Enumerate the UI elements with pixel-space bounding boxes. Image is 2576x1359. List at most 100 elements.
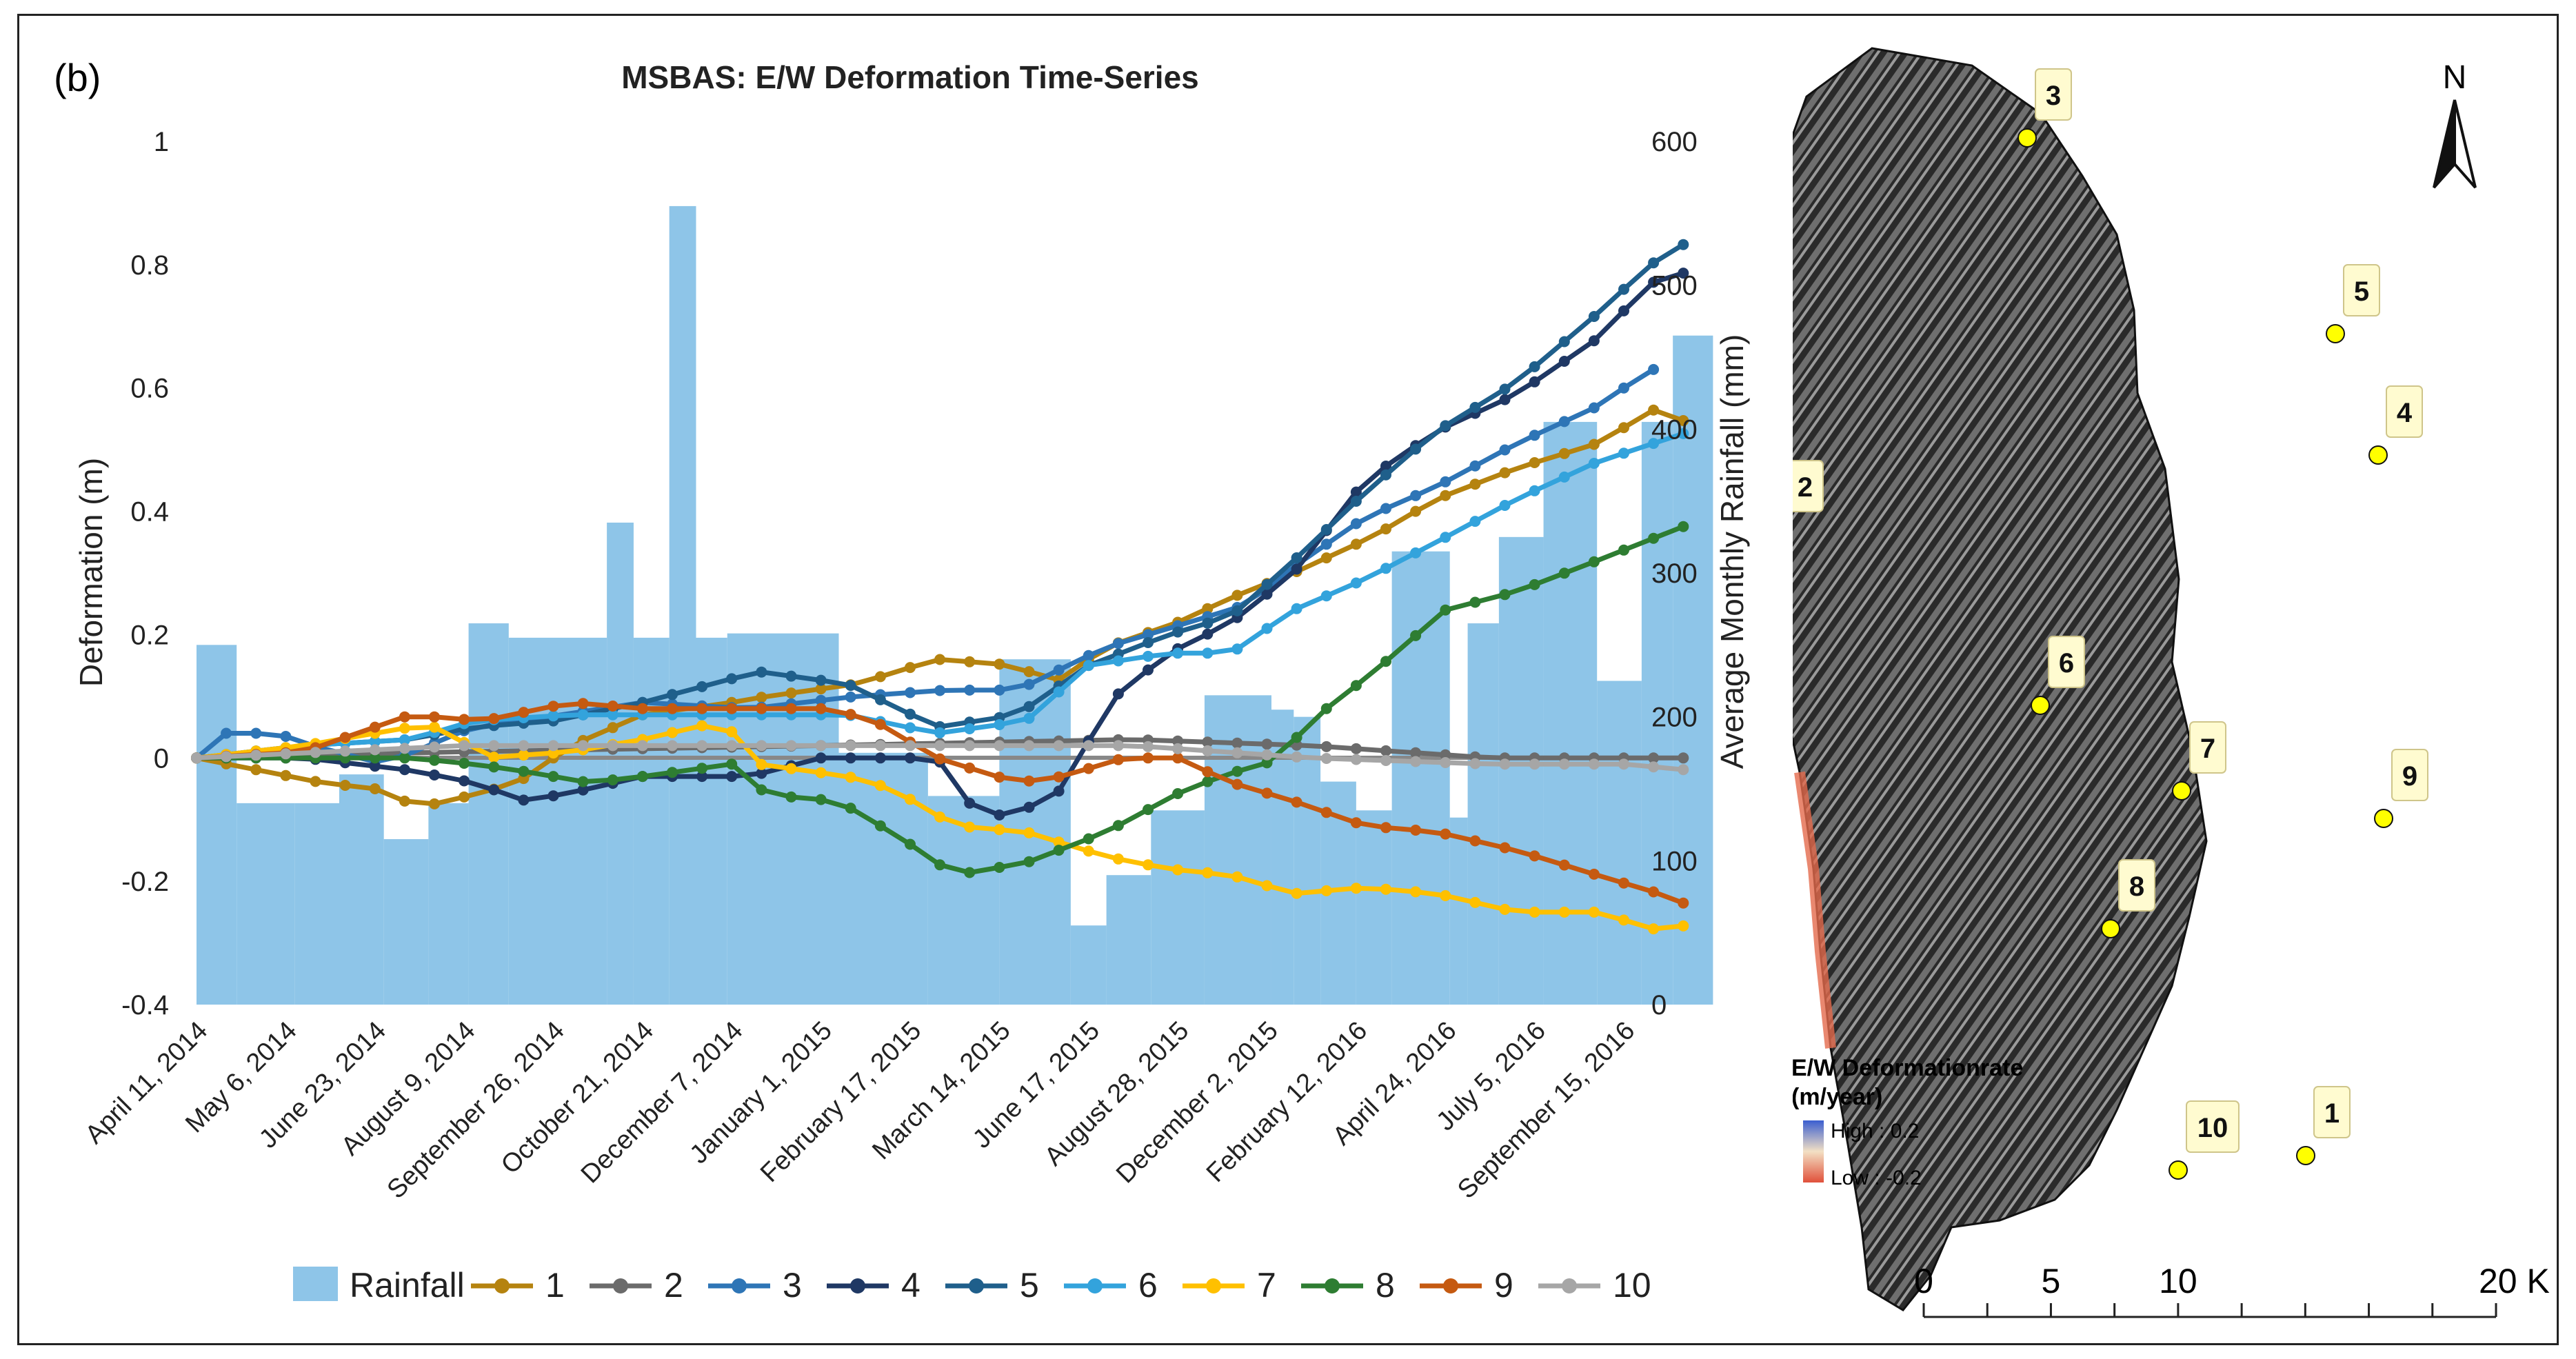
series-point <box>815 703 827 714</box>
rainfall-bar <box>1070 925 1107 1005</box>
series-point <box>905 740 916 752</box>
y-tick-label: -0.2 <box>121 867 169 897</box>
site-label-box <box>2035 68 2072 121</box>
map-site-1: 1 <box>2296 1086 2351 1165</box>
north-label: N <box>2443 59 2467 96</box>
site-label-box <box>2048 636 2085 688</box>
legend-swatch-dot <box>850 1278 865 1293</box>
series-point <box>1320 703 1332 714</box>
series-point <box>667 727 678 738</box>
series-point <box>1678 427 1689 439</box>
series-point <box>726 703 738 714</box>
y-tick-label: 0.4 <box>130 497 169 527</box>
series-point <box>1350 817 1362 829</box>
series-point <box>1261 880 1273 892</box>
series-point <box>1380 883 1391 895</box>
series-point <box>488 740 500 752</box>
rainfall-bar <box>633 637 670 1005</box>
series-point <box>1350 754 1362 765</box>
scale-bar-label: 0 <box>1914 1262 1933 1300</box>
series-point <box>1588 868 1600 880</box>
series-point <box>1380 523 1391 535</box>
series-point <box>1678 897 1689 909</box>
site-label: 7 <box>2200 734 2215 764</box>
series-point <box>964 867 976 878</box>
series-point <box>1112 655 1124 667</box>
series-point <box>1143 804 1154 816</box>
series-point <box>964 821 976 833</box>
island-relief <box>1793 47 2208 1311</box>
series-point <box>1529 906 1540 918</box>
site-label-box <box>2391 749 2428 801</box>
legend-label: 10 <box>1613 1266 1651 1305</box>
series-point <box>1469 460 1481 472</box>
rainfall-bar <box>237 803 295 1005</box>
scale-bar: 0 5 10 20 Km <box>1914 1262 2551 1318</box>
chart-title: MSBAS: E/W Deformation Time-Series <box>621 59 1199 95</box>
series-point <box>1291 563 1302 575</box>
series-point <box>756 666 767 678</box>
series-point <box>1678 239 1689 250</box>
series-point <box>1143 650 1154 662</box>
series-point <box>1648 752 1660 764</box>
scale-bar-label: 5 <box>2042 1262 2061 1300</box>
x-tick-label: October 21, 2014 <box>496 1016 659 1180</box>
series-point <box>1380 656 1391 667</box>
series-point <box>1202 603 1214 614</box>
series-point <box>1588 458 1600 469</box>
series-point <box>1558 336 1570 348</box>
site-label-box <box>2118 859 2155 912</box>
legend-swatch-rainfall <box>293 1267 338 1301</box>
series-point <box>1499 758 1511 770</box>
series-point <box>547 710 559 722</box>
series-point <box>429 754 440 766</box>
series-point <box>1083 763 1094 774</box>
series-point <box>905 662 916 674</box>
series-point <box>756 784 767 796</box>
series-point <box>1529 376 1540 387</box>
series-point <box>1380 822 1391 834</box>
series-point <box>1529 850 1540 862</box>
figure-frame <box>17 14 2559 1345</box>
series-point <box>369 752 381 764</box>
series-point <box>1320 753 1332 764</box>
site-label-box <box>1793 460 1824 512</box>
series-point <box>1410 443 1422 455</box>
y2-axis-ticks: 600 500 400 300 200 100 0 <box>1651 127 1698 1020</box>
series-point <box>696 763 708 774</box>
series-point <box>1112 820 1124 832</box>
series-point <box>399 723 410 734</box>
series-point <box>1588 335 1600 347</box>
series-point <box>1023 701 1035 712</box>
series-point <box>310 747 321 758</box>
legend-swatch-dot <box>1325 1278 1340 1293</box>
series-point <box>1231 778 1243 790</box>
series-point <box>905 752 916 764</box>
rainfall-bar <box>428 803 469 1005</box>
series-point <box>696 703 708 714</box>
series-point <box>845 680 856 692</box>
series-point <box>1499 903 1511 915</box>
series-point <box>1648 257 1660 269</box>
series-point <box>994 684 1005 696</box>
series-point <box>1350 680 1362 692</box>
map-site-4: 4 <box>2368 385 2423 465</box>
series-point <box>756 758 767 770</box>
series-point <box>756 703 767 714</box>
series-point <box>1023 801 1035 813</box>
rainfall-bar <box>1641 421 1673 1005</box>
series-point <box>934 859 946 871</box>
series-point <box>815 740 827 752</box>
series-point <box>1231 765 1243 777</box>
rainfall-bar <box>1106 875 1151 1005</box>
series-point <box>964 740 976 752</box>
series-point <box>1558 859 1570 871</box>
site-marker <box>2017 128 2037 148</box>
series-point <box>874 820 886 832</box>
rainfall-bar <box>1673 335 1713 1005</box>
x-tick-label: September 26, 2014 <box>382 1016 570 1205</box>
series-point <box>1053 836 1065 848</box>
legend-title-line1: E/W Deformationrate <box>1793 1055 2023 1081</box>
series-point <box>1469 479 1481 490</box>
series-point <box>1469 516 1481 527</box>
